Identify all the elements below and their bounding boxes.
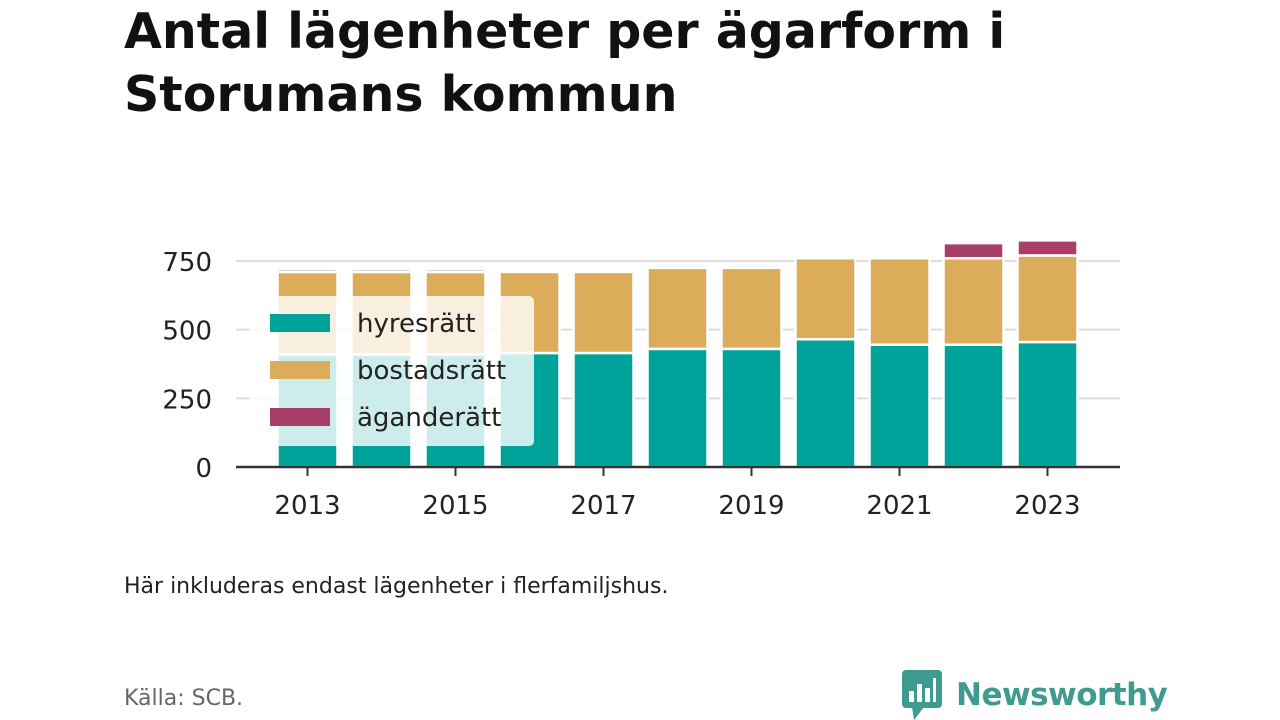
x-tick-label: 2021 bbox=[866, 491, 932, 521]
bar-segment bbox=[794, 338, 857, 469]
bar-segment bbox=[794, 256, 857, 341]
legend-label: hyresrätt bbox=[357, 309, 476, 339]
bar-segment bbox=[572, 270, 635, 355]
x-tick-label: 2023 bbox=[1014, 491, 1080, 521]
x-tick-label: 2015 bbox=[422, 491, 488, 521]
bar-segment bbox=[1016, 239, 1079, 257]
legend-label: äganderätt bbox=[357, 403, 501, 433]
legend-swatch bbox=[270, 314, 330, 332]
bar-segment bbox=[646, 266, 709, 351]
x-tick-label: 2013 bbox=[274, 491, 340, 521]
legend-swatch bbox=[270, 408, 330, 426]
bar-segment bbox=[720, 347, 783, 469]
bar-segment bbox=[942, 343, 1005, 469]
bar-segment bbox=[572, 351, 635, 469]
source-text: Källa: SCB. bbox=[124, 686, 244, 711]
y-tick-label: 250 bbox=[162, 385, 212, 415]
bar-segment bbox=[942, 241, 1005, 260]
newsworthy-logo: Newsworthy bbox=[902, 670, 1168, 720]
bar-segment bbox=[868, 256, 931, 347]
bar-segment bbox=[1016, 254, 1079, 344]
y-tick-label: 500 bbox=[162, 317, 212, 347]
y-tick-label: 750 bbox=[162, 248, 212, 278]
bar-segment bbox=[424, 267, 487, 274]
bar-segment bbox=[720, 266, 783, 351]
bar-segment bbox=[646, 347, 709, 469]
bar-segment bbox=[868, 343, 931, 469]
bar-segment bbox=[1016, 340, 1079, 469]
bar-segment bbox=[350, 267, 413, 274]
chart-note: Här inkluderas endast lägenheter i flerf… bbox=[124, 574, 669, 599]
chart-title: Antal lägenheter per ägarform i Storuman… bbox=[124, 3, 1006, 123]
x-tick-label: 2019 bbox=[718, 491, 784, 521]
y-tick-label: 0 bbox=[195, 454, 212, 484]
bar-chart-speech-bubble-icon bbox=[902, 670, 942, 720]
legend-label: bostadsrätt bbox=[357, 356, 506, 386]
legend-swatch bbox=[270, 361, 330, 379]
brand-name: Newsworthy bbox=[956, 677, 1168, 713]
bar-segment bbox=[276, 267, 339, 274]
bar-segment bbox=[942, 256, 1005, 347]
x-tick-label: 2017 bbox=[570, 491, 636, 521]
